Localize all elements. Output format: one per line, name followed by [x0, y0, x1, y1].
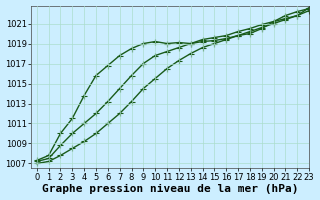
X-axis label: Graphe pression niveau de la mer (hPa): Graphe pression niveau de la mer (hPa) — [42, 184, 298, 194]
